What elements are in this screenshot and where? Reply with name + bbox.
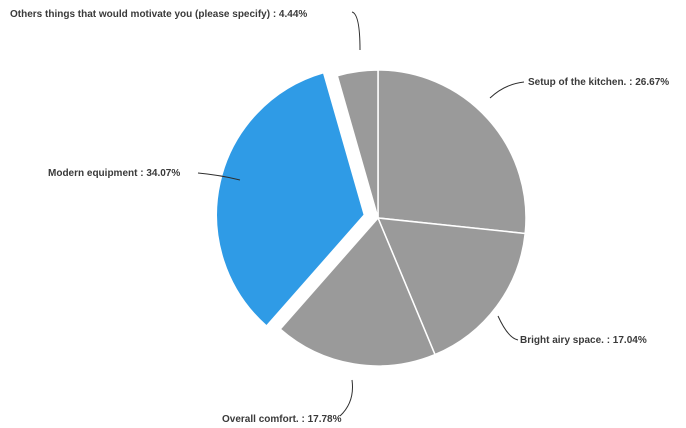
pie-slice: [279, 216, 436, 367]
pie-slice: [376, 217, 527, 356]
pie-slice: [377, 69, 527, 235]
leader-line: [489, 81, 525, 99]
leader-line: [339, 379, 353, 417]
leader-line: [351, 11, 361, 51]
pie-slice: [215, 71, 366, 328]
leader-line: [497, 315, 519, 341]
slice-label: Overall comfort. : 17.78%: [222, 414, 342, 425]
slice-labels: Setup of the kitchen. : 26.67% Bright air…: [10, 9, 669, 425]
leader-lines: [197, 11, 525, 417]
pie-slice: [336, 69, 379, 219]
leader-line: [197, 172, 241, 181]
slice-label: Modern equipment : 34.07%: [48, 168, 180, 179]
slice-label: Bright airy space. : 17.04%: [520, 335, 647, 346]
pie-slices: [215, 69, 527, 367]
slice-label: Others things that would motivate you (p…: [10, 9, 307, 20]
slice-label: Setup of the kitchen. : 26.67%: [528, 77, 669, 88]
